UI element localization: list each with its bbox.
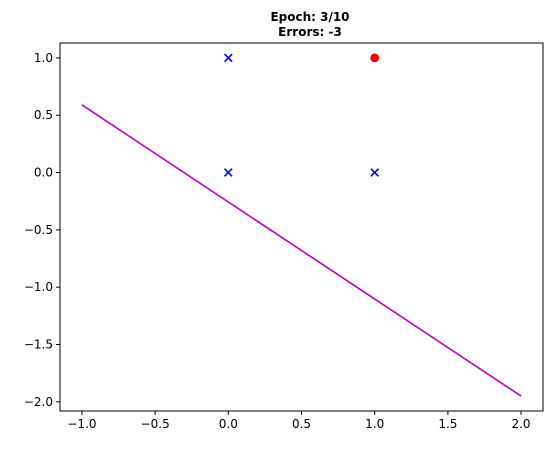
- y-tick-label: −2.0: [24, 395, 53, 409]
- chart-title: Epoch: 3/10 Errors: -3: [270, 10, 349, 39]
- y-axis-ticks: 1.0 0.5 0.0 −0.5 −1.0 −1.5 −2.0: [24, 51, 60, 409]
- x-tick-label: 1.0: [365, 417, 384, 431]
- x-tick-label: −1.0: [67, 417, 96, 431]
- y-tick-label: 0.5: [34, 108, 53, 122]
- y-tick-label: −1.0: [24, 280, 53, 294]
- chart-title-line-2: Errors: -3: [278, 25, 342, 39]
- y-tick-label: 0.0: [34, 166, 53, 180]
- point-x-marker: [223, 168, 233, 177]
- plot-frame: [59, 42, 544, 412]
- y-tick-label: 1.0: [34, 51, 53, 65]
- y-tick-label: −1.5: [24, 338, 53, 352]
- x-tick-label: 2.0: [511, 417, 530, 431]
- y-tick-label: −0.5: [24, 223, 53, 237]
- x-tick-label: −0.5: [141, 417, 170, 431]
- point-x-marker: [370, 168, 380, 177]
- chart-title-line-1: Epoch: 3/10: [270, 10, 349, 24]
- point-x-marker: [223, 53, 233, 63]
- decision-boundary-line: [81, 104, 522, 397]
- x-tick-label: 0.5: [292, 417, 311, 431]
- plot-content: [81, 53, 522, 397]
- x-tick-label: 0.0: [219, 417, 238, 431]
- point-circle-marker: [370, 53, 380, 63]
- x-axis-ticks: −1.0 −0.5 0.0 0.5 1.0 1.5 2.0: [67, 411, 531, 431]
- x-tick-label: 1.5: [438, 417, 457, 431]
